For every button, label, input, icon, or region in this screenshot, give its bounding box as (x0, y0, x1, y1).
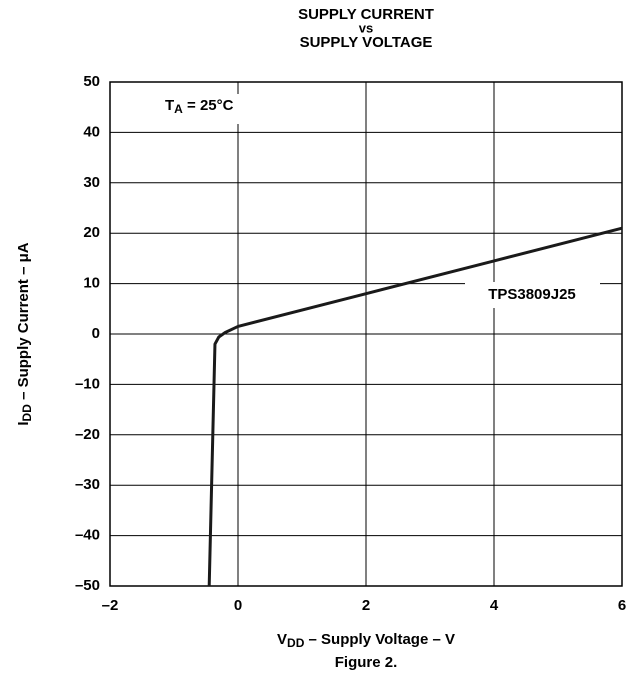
y-tick-label: –10 (75, 375, 100, 392)
y-tick-label: –40 (75, 527, 100, 544)
y-tick-label: 50 (83, 73, 100, 90)
y-axis-label-part: – Supply Current – μA (15, 242, 32, 404)
data-line (207, 226, 623, 587)
y-tick-label: 40 (83, 123, 100, 140)
chart-title: SUPPLY VOLTAGE (300, 34, 433, 51)
annotation-part: = 25°C (183, 97, 234, 114)
y-axis-label-part: I (15, 421, 32, 425)
x-axis-label: VDD – Supply Voltage – V (277, 631, 455, 650)
x-axis-label-part: V (277, 631, 287, 648)
y-axis-label-part: DD (20, 404, 34, 422)
chart-title: vs (359, 20, 373, 35)
y-tick-label: –20 (75, 426, 100, 443)
x-tick-label: 0 (234, 597, 242, 614)
series-label: TPS3809J25 (488, 286, 576, 303)
chart-title: SUPPLY CURRENT (298, 6, 434, 23)
y-tick-label: –30 (75, 476, 100, 493)
y-tick-label: 30 (83, 174, 100, 191)
annotation-bg (160, 94, 240, 124)
x-tick-label: –2 (102, 597, 119, 614)
annotation: TA = 25°C (165, 97, 234, 116)
annotation-part: T (165, 97, 174, 114)
x-tick-label: 2 (362, 597, 370, 614)
y-tick-label: –50 (75, 577, 100, 594)
y-tick-label: 20 (83, 224, 100, 241)
x-axis-label-part: DD (287, 636, 305, 650)
y-tick-label: 0 (92, 325, 100, 342)
y-tick-label: 10 (83, 275, 100, 292)
annotation-part: A (174, 102, 183, 116)
series-label-bg (465, 282, 600, 308)
x-axis-label-part: – Supply Voltage – V (304, 631, 455, 648)
x-tick-label: 6 (618, 597, 626, 614)
x-tick-label: 4 (490, 597, 499, 614)
caption: Figure 2. (335, 654, 398, 671)
y-axis-label: IDD – Supply Current – μA (15, 242, 34, 425)
plot-frame (109, 81, 623, 587)
